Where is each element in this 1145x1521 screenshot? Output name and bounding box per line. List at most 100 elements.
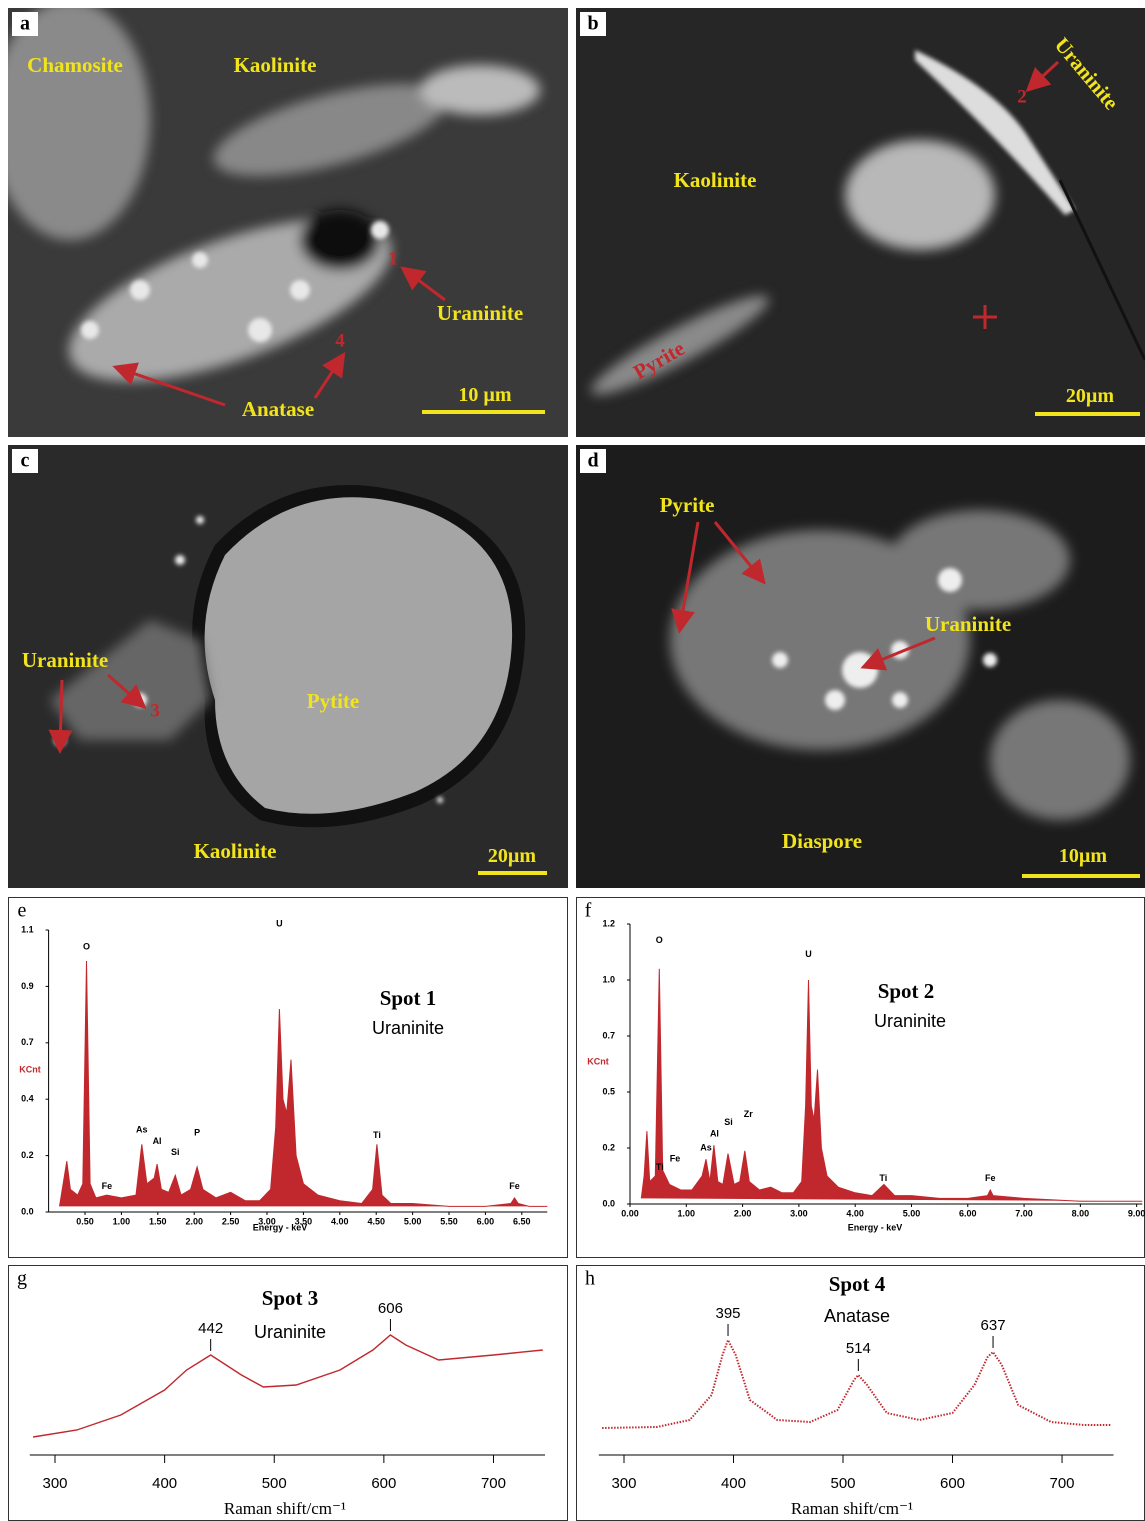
element-label: Si	[171, 1147, 180, 1157]
x-tick-label: 4.00	[846, 1208, 864, 1218]
y-tick-label: 0.5	[602, 1086, 615, 1096]
label: Anatase	[242, 397, 314, 421]
spot-number: 3	[150, 700, 160, 721]
spectrum-subtitle: Uraninite	[372, 1018, 444, 1038]
peak-label: 395	[716, 1305, 741, 1322]
label: Kaolinite	[234, 53, 317, 77]
x-tick-label: 1.00	[678, 1208, 696, 1218]
label: Chamosite	[27, 53, 123, 77]
y-tick-label: 0.7	[21, 1037, 34, 1047]
label: Pyrite	[660, 493, 715, 517]
spot-number: 4	[335, 330, 345, 351]
spectrum-subtitle: Uraninite	[874, 1011, 946, 1031]
element-label: U	[805, 949, 812, 959]
scale-bar-label: 20µm	[488, 845, 537, 867]
x-tick-label: 0.00	[621, 1208, 639, 1218]
x-tick-label: 1.50	[149, 1216, 167, 1226]
spot-number: 1	[388, 248, 398, 269]
x-tick-label: 3.00	[790, 1208, 808, 1218]
y-tick-label: 0.0	[602, 1198, 615, 1208]
y-tick-label: 0.4	[21, 1094, 34, 1104]
x-tick-label: 1.00	[113, 1216, 131, 1226]
element-label: U	[276, 919, 283, 929]
element-label: Ti	[656, 1162, 664, 1172]
element-label: Zr	[744, 1109, 753, 1119]
x-tick-label: 300	[611, 1475, 636, 1492]
label: Uraninite	[437, 301, 523, 325]
spectrum-title: Spot 4	[829, 1272, 886, 1296]
x-tick-label: 6.00	[477, 1216, 495, 1226]
spectrum-title: Spot 3	[262, 1286, 319, 1310]
x-tick-label: 8.00	[1072, 1208, 1090, 1218]
panel-letter: c	[21, 450, 30, 472]
element-label: Fe	[670, 1154, 681, 1164]
label: Pytite	[307, 689, 359, 713]
spectrum	[641, 969, 1142, 1201]
y-tick-label: 1.1	[21, 924, 34, 934]
spot-number: 2	[1017, 86, 1027, 107]
x-tick-label: 5.00	[903, 1208, 921, 1218]
x-tick-label: 700	[481, 1475, 506, 1492]
y-tick-label: 0.0	[21, 1206, 34, 1216]
scale-bar-label: 10µm	[1059, 845, 1108, 867]
spectrum	[60, 961, 548, 1206]
panel-letter: g	[17, 1268, 27, 1290]
figure: a Chamosite Kaolinite Uraninite Anatase …	[0, 0, 1145, 1521]
y-tick-label: 1.0	[602, 974, 615, 984]
panel-letter: f	[585, 900, 592, 922]
micrograph-b	[576, 8, 1145, 437]
x-tick-label: 400	[721, 1475, 746, 1492]
y-tick-label: 0.9	[21, 981, 34, 991]
x-tick-label: 2.50	[222, 1216, 240, 1226]
label: Uraninite	[22, 648, 108, 672]
element-label: Fe	[509, 1181, 520, 1191]
spectrum	[33, 1335, 543, 1437]
y-axis-label: KCnt	[19, 1064, 41, 1074]
x-tick-label: 0.50	[76, 1216, 94, 1226]
element-label: P	[194, 1127, 200, 1137]
y-axis-label: KCnt	[587, 1056, 609, 1066]
x-tick-label: 500	[262, 1475, 287, 1492]
element-label: Al	[710, 1128, 719, 1138]
element-label: As	[136, 1125, 148, 1135]
peak-label: 442	[198, 1320, 223, 1337]
x-tick-label: 7.00	[1015, 1208, 1033, 1218]
spectrum-title: Spot 1	[380, 986, 437, 1010]
peak-label: 606	[378, 1300, 403, 1317]
panel-letter: b	[587, 13, 598, 35]
x-axis-label: Raman shift/cm⁻¹	[791, 1499, 913, 1518]
spectrum-subtitle: Uraninite	[254, 1322, 326, 1342]
element-label: Al	[153, 1136, 162, 1146]
element-label: Fe	[985, 1173, 996, 1183]
x-axis-label: Energy - keV	[848, 1222, 903, 1232]
y-tick-label: 0.2	[602, 1142, 615, 1152]
scale-bar-label: 20µm	[1066, 385, 1115, 407]
label: Uraninite	[925, 612, 1011, 636]
label: Kaolinite	[674, 168, 757, 192]
element-label: Fe	[102, 1181, 113, 1191]
panel-letter: a	[20, 13, 30, 35]
element-label: O	[656, 935, 663, 945]
x-tick-label: 4.50	[367, 1216, 385, 1226]
element-label: Si	[724, 1117, 733, 1127]
x-tick-label: 500	[830, 1475, 855, 1492]
element-label: As	[700, 1142, 712, 1152]
x-tick-label: 2.00	[734, 1208, 752, 1218]
peak-label: 514	[846, 1340, 871, 1357]
x-tick-label: 5.50	[440, 1216, 458, 1226]
x-tick-label: 6.00	[959, 1208, 977, 1218]
label: Kaolinite	[194, 839, 277, 863]
panel-letter: h	[585, 1268, 595, 1290]
x-axis-label: Raman shift/cm⁻¹	[224, 1499, 346, 1518]
x-tick-label: 9.00	[1128, 1208, 1145, 1218]
panel-letter: d	[587, 450, 598, 472]
x-tick-label: 400	[152, 1475, 177, 1492]
x-tick-label: 700	[1050, 1475, 1075, 1492]
x-tick-label: 300	[42, 1475, 67, 1492]
y-tick-label: 0.7	[602, 1030, 615, 1040]
spectrum-subtitle: Anatase	[824, 1306, 890, 1326]
x-tick-label: 4.00	[331, 1216, 349, 1226]
x-tick-label: 600	[371, 1475, 396, 1492]
x-tick-label: 2.00	[185, 1216, 203, 1226]
label: Diaspore	[782, 829, 862, 853]
